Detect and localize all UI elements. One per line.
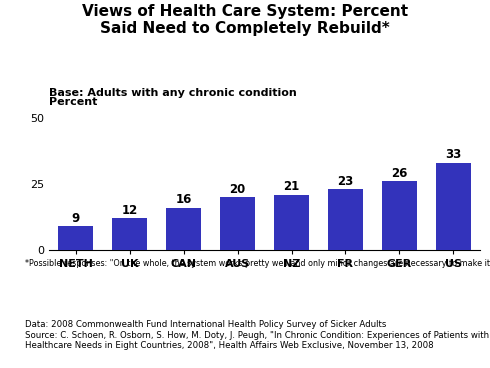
Text: Data: 2008 Commonwealth Fund International Health Policy Survey of Sicker Adults: Data: 2008 Commonwealth Fund Internation… xyxy=(24,320,490,350)
Bar xyxy=(166,208,201,250)
Text: 16: 16 xyxy=(175,193,192,206)
Bar xyxy=(220,197,255,250)
Text: Percent: Percent xyxy=(49,97,98,107)
Bar xyxy=(328,189,363,250)
Bar xyxy=(436,163,471,250)
Bar xyxy=(112,219,147,250)
Text: 12: 12 xyxy=(122,204,138,217)
Text: *Possible responses: "On the whole, the system works pretty well and only minor : *Possible responses: "On the whole, the … xyxy=(24,259,490,268)
Bar xyxy=(58,226,94,250)
Text: Base: Adults with any chronic condition: Base: Adults with any chronic condition xyxy=(49,88,297,98)
Text: 33: 33 xyxy=(445,148,462,161)
Text: 20: 20 xyxy=(229,183,246,196)
Text: 21: 21 xyxy=(283,180,300,193)
Bar xyxy=(274,195,309,250)
Text: 23: 23 xyxy=(337,175,354,188)
Bar xyxy=(382,181,417,250)
Text: Views of Health Care System: Percent
Said Need to Completely Rebuild*: Views of Health Care System: Percent Sai… xyxy=(82,4,408,36)
Text: 9: 9 xyxy=(72,212,80,225)
Text: 26: 26 xyxy=(391,167,408,180)
